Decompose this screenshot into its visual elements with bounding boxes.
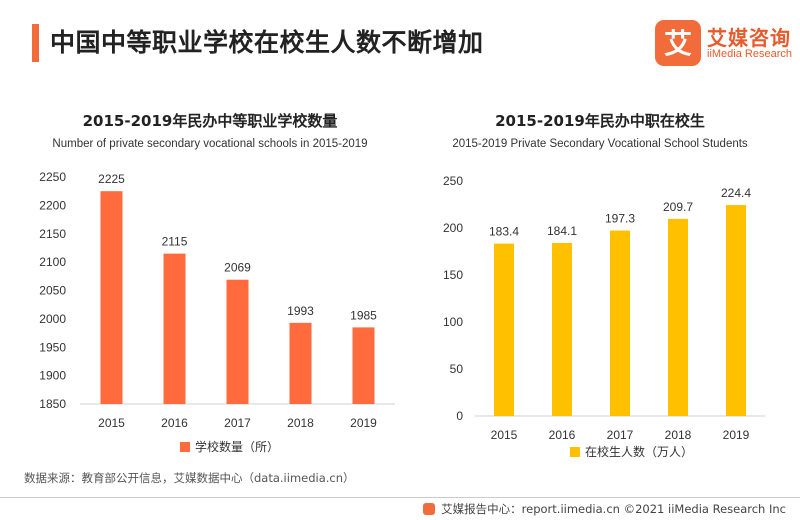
x-tick-label-2019: 2019	[723, 428, 750, 442]
data-source-note: 数据来源：教育部公开信息，艾媒数据中心（data.iimedia.cn）	[24, 471, 355, 485]
x-tick-label-2018: 2018	[287, 416, 314, 430]
brand-name-cn: 艾媒咨询	[707, 26, 791, 50]
chart2-title: 2015-2019年民办中职在校生	[495, 112, 705, 130]
x-tick-label-2016: 2016	[549, 428, 576, 442]
chart1-subtitle: Number of private secondary vocational s…	[52, 138, 368, 150]
bar-2017	[610, 230, 630, 416]
data-label-2016: 184.1	[547, 224, 577, 238]
y-tick-label: 50	[450, 362, 464, 376]
x-tick-label-2016: 2016	[161, 416, 188, 430]
y-tick-label: 0	[456, 409, 463, 423]
bar-2016	[163, 253, 186, 404]
y-tick-label: 1950	[39, 340, 66, 354]
brand-logo-mark-text: 艾	[664, 27, 692, 60]
data-label-2017: 2069	[224, 261, 251, 275]
footer-logo-icon	[423, 503, 436, 515]
title-accent-bar	[32, 24, 39, 62]
x-tick-label-2019: 2019	[350, 416, 377, 430]
y-tick-label: 2250	[39, 170, 66, 184]
chart2-subtitle: 2015-2019 Private Secondary Vocational S…	[452, 138, 748, 150]
bar-2015	[494, 243, 514, 416]
y-tick-label: 1900	[39, 369, 66, 383]
footer-divider	[0, 497, 800, 498]
y-tick-label: 150	[443, 268, 463, 282]
chart1-title: 2015-2019年民办中等职业学校数量	[82, 112, 338, 130]
data-label-2015: 183.4	[489, 225, 519, 239]
brand-logo: 艾 艾媒咨询 iiMedia Research	[655, 18, 795, 70]
x-tick-label-2015: 2015	[98, 416, 125, 430]
legend-swatch	[570, 447, 580, 457]
y-tick-label: 250	[443, 174, 463, 188]
y-tick-label: 2200	[39, 198, 66, 212]
data-label-2019: 224.4	[721, 186, 751, 200]
y-tick-label: 2100	[39, 255, 66, 269]
y-tick-label: 1850	[39, 397, 66, 411]
footer-text: 艾媒报告中心：report.iimedia.cn ©2021 iiMedia R…	[441, 502, 786, 516]
page-title: 中国中等职业学校在校生人数不断增加	[50, 28, 484, 57]
brand-name-en: iiMedia Research	[707, 48, 792, 60]
bar-2017	[226, 279, 249, 404]
footer: 艾媒报告中心：report.iimedia.cn ©2021 iiMedia R…	[423, 501, 786, 517]
legend-label: 在校生人数（万人）	[585, 444, 693, 459]
data-label-2018: 209.7	[663, 200, 693, 214]
x-tick-label-2015: 2015	[491, 428, 518, 442]
legend-label: 学校数量（所）	[195, 439, 279, 454]
brand-logo-icon: 艾	[655, 20, 701, 66]
y-tick-label: 2000	[39, 312, 66, 326]
data-label-2015: 2225	[98, 172, 125, 186]
y-tick-label: 2150	[39, 227, 66, 241]
bar-2019	[352, 327, 375, 404]
bar-2019	[726, 205, 746, 416]
legend-swatch	[180, 442, 190, 452]
bar-2018	[289, 322, 312, 404]
x-tick-label-2017: 2017	[607, 428, 634, 442]
data-label-2018: 1993	[287, 304, 314, 318]
y-tick-label: 2050	[39, 284, 66, 298]
bar-2018	[668, 218, 688, 416]
data-label-2017: 197.3	[605, 212, 635, 226]
bar-2015	[100, 191, 123, 404]
data-label-2019: 1985	[350, 308, 377, 322]
y-tick-label: 200	[443, 221, 463, 235]
bar-2016	[552, 242, 572, 416]
x-tick-label-2018: 2018	[665, 428, 692, 442]
x-tick-label-2017: 2017	[224, 416, 251, 430]
y-tick-label: 100	[443, 315, 463, 329]
data-label-2016: 2115	[162, 235, 188, 249]
